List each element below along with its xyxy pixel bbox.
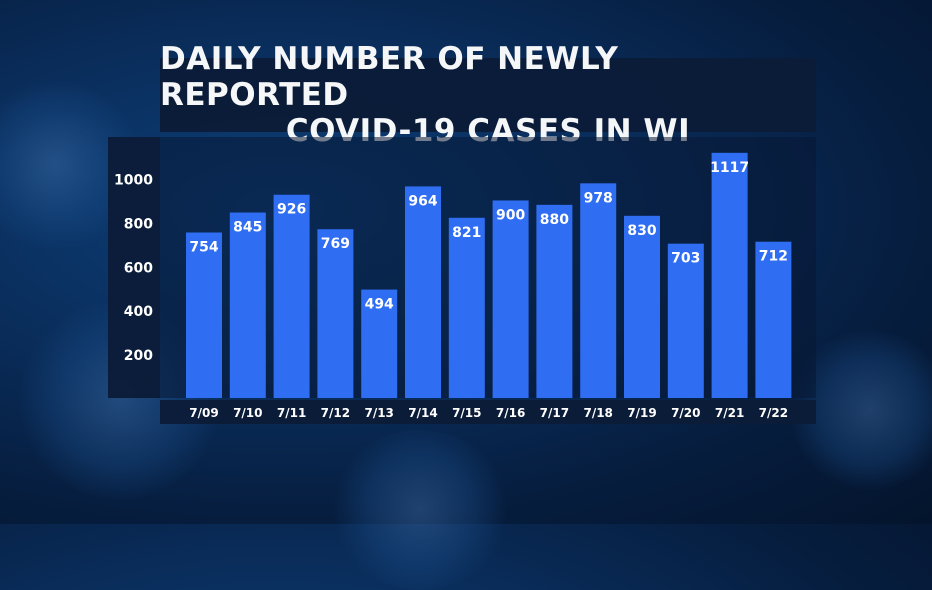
bar: [361, 289, 398, 398]
y-tick-label: 400: [124, 304, 153, 320]
bar: [536, 204, 573, 398]
y-tick-label: 1000: [114, 173, 153, 189]
plot-area: [160, 137, 816, 398]
x-tick-label: 7/18: [583, 406, 612, 420]
x-tick-label: 7/19: [627, 406, 656, 420]
bar-chart: 200 400 600 800 1000 754 7/09 845 7/10 926 7/11 769…: [114, 152, 792, 420]
bar: [624, 215, 660, 398]
bar-data-label: 769: [321, 236, 350, 252]
bar-data-label: 845: [233, 220, 262, 236]
x-tick-label: 7/16: [496, 406, 525, 420]
y-tick-label: 600: [124, 260, 153, 276]
bar-data-label: 926: [277, 202, 306, 218]
y-tick-label: 800: [124, 216, 153, 232]
bar-data-label: 494: [365, 297, 394, 313]
bar-data-label: 754: [189, 239, 218, 255]
y-tick-label: 200: [124, 348, 153, 364]
bar-data-label: 978: [584, 190, 613, 206]
bar: [317, 229, 354, 398]
bar: [448, 217, 485, 398]
x-tick-label: 7/20: [671, 406, 700, 420]
bar: [273, 194, 310, 398]
bar-data-label: 712: [759, 249, 788, 265]
bar-data-label: 964: [408, 193, 437, 209]
bar: [755, 241, 792, 398]
x-tick-label: 7/11: [277, 406, 306, 420]
bar-data-label: 1117: [710, 160, 749, 176]
x-tick-label: 7/22: [759, 406, 788, 420]
x-tick-label: 7/14: [408, 406, 437, 420]
x-axis-panel: [160, 400, 816, 424]
bar-data-label: 830: [627, 223, 656, 239]
bar-data-label: 821: [452, 225, 481, 241]
x-tick-label: 7/10: [233, 406, 262, 420]
x-tick-label: 7/12: [321, 406, 350, 420]
x-tick-label: 7/15: [452, 406, 481, 420]
chart-title-line-1: DAILY NUMBER OF NEWLY REPORTED: [160, 41, 619, 113]
bar: [186, 232, 222, 398]
bar-data-label: 880: [540, 212, 569, 228]
bar: [492, 200, 529, 398]
x-tick-label: 7/13: [364, 406, 393, 420]
x-tick-label: 7/17: [540, 406, 569, 420]
x-tick-label: 7/21: [715, 406, 744, 420]
x-tick-label: 7/09: [189, 406, 218, 420]
bar: [405, 186, 441, 398]
bar: [711, 152, 748, 398]
bar-data-label: 900: [496, 207, 525, 223]
y-axis-panel: [108, 137, 160, 398]
bar: [580, 183, 617, 398]
bar-data-label: 703: [671, 251, 700, 267]
bar: [667, 243, 704, 398]
bar: [229, 212, 266, 398]
